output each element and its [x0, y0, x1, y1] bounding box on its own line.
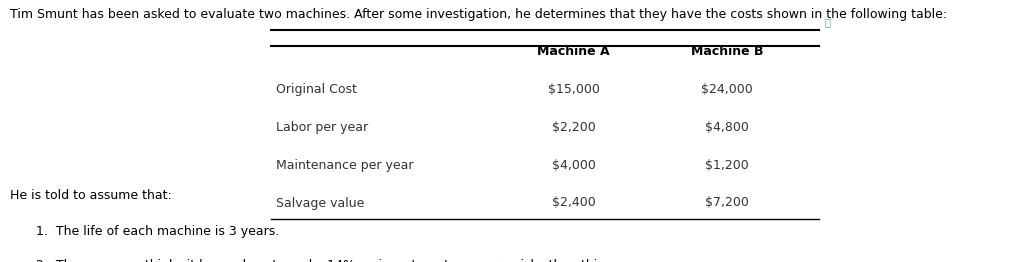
- Text: 2.  The company thinks it knows how to make 14% on investments no more risky tha: 2. The company thinks it knows how to ma…: [36, 259, 635, 262]
- Text: $2,400: $2,400: [552, 196, 595, 210]
- Text: ⎗: ⎗: [824, 18, 830, 28]
- Text: $15,000: $15,000: [548, 83, 599, 96]
- Text: $24,000: $24,000: [701, 83, 753, 96]
- Text: $1,200: $1,200: [706, 159, 749, 172]
- Text: Tim Smunt has been asked to evaluate two machines. After some investigation, he : Tim Smunt has been asked to evaluate two…: [10, 8, 947, 21]
- Text: $4,000: $4,000: [552, 159, 595, 172]
- Text: He is told to assume that:: He is told to assume that:: [10, 189, 172, 202]
- Text: $7,200: $7,200: [706, 196, 749, 210]
- Text: Machine A: Machine A: [538, 45, 609, 58]
- Text: $2,200: $2,200: [552, 121, 595, 134]
- Text: Original Cost: Original Cost: [276, 83, 357, 96]
- Text: $4,800: $4,800: [706, 121, 749, 134]
- Text: Machine B: Machine B: [691, 45, 763, 58]
- Text: Labor per year: Labor per year: [276, 121, 369, 134]
- Text: 1.  The life of each machine is 3 years.: 1. The life of each machine is 3 years.: [36, 225, 280, 238]
- Text: Salvage value: Salvage value: [276, 196, 365, 210]
- Text: Maintenance per year: Maintenance per year: [276, 159, 414, 172]
